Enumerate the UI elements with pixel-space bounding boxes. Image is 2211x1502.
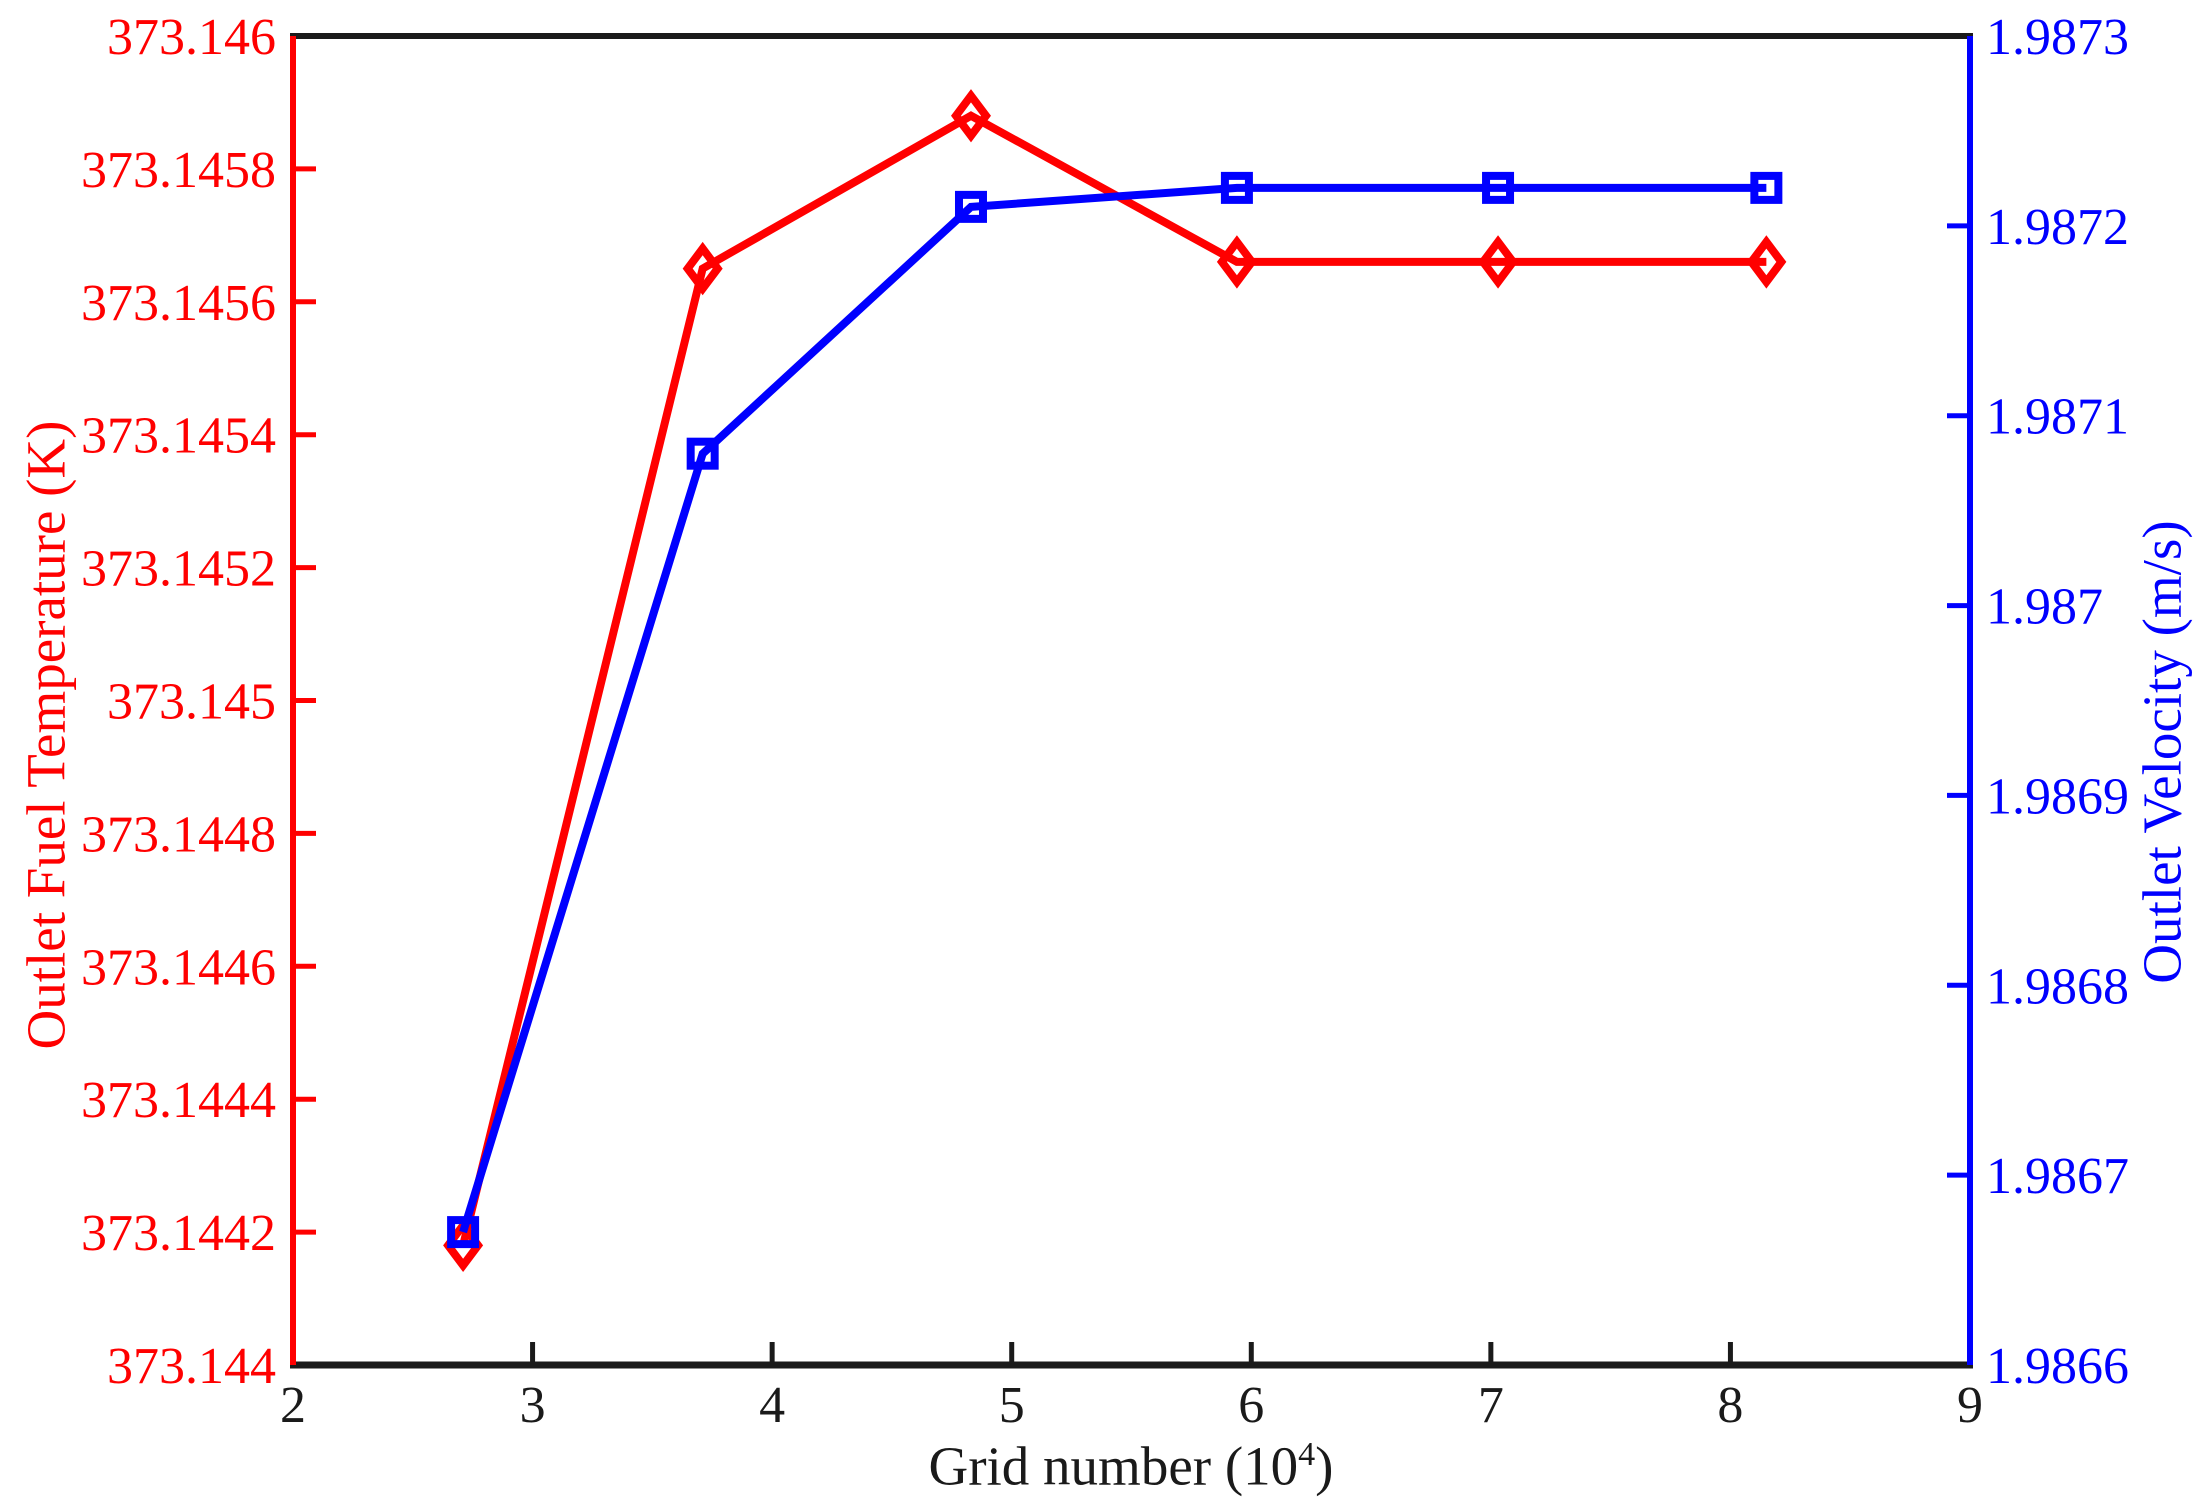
temperature-series-line bbox=[459, 111, 1767, 1247]
x-tick-label: 7 bbox=[1478, 1377, 1504, 1434]
square-marker bbox=[1482, 171, 1515, 204]
x-axis-title: Grid number (104) bbox=[928, 1435, 1333, 1498]
right-tick-label: 1.9872 bbox=[1986, 199, 2129, 256]
left-axis-title-text: Outlet Fuel Temperature (K) bbox=[15, 420, 77, 1050]
left-axis-title: Outlet Fuel Temperature (K) bbox=[15, 421, 78, 1050]
x-tick-label: 2 bbox=[280, 1377, 306, 1434]
x-tick-label: 3 bbox=[520, 1377, 546, 1434]
square-marker bbox=[686, 437, 719, 470]
x-tick-label: 4 bbox=[759, 1377, 785, 1434]
right-tick-label: 1.9871 bbox=[1986, 389, 2129, 446]
x-axis-title-suffix: ) bbox=[1315, 1435, 1334, 1497]
left-tick-label: 373.1444 bbox=[81, 1072, 276, 1129]
left-tick-label: 373.144 bbox=[107, 1338, 276, 1395]
x-tick-label: 9 bbox=[1957, 1377, 1983, 1434]
square-marker bbox=[1220, 171, 1253, 204]
diamond-marker bbox=[950, 89, 991, 143]
left-tick-label: 373.146 bbox=[107, 9, 276, 66]
right-tick-label: 1.9866 bbox=[1986, 1338, 2129, 1395]
left-tick-label: 373.145 bbox=[107, 674, 276, 731]
left-tick-label: 373.1458 bbox=[81, 142, 276, 199]
right-tick-label: 1.9868 bbox=[1986, 958, 2129, 1015]
diamond-marker bbox=[1746, 235, 1787, 289]
diamond-marker bbox=[682, 241, 723, 296]
x-axis-title-prefix: Grid number (10 bbox=[928, 1435, 1299, 1497]
right-axis-title: Outlet Velocity (m/s) bbox=[2131, 520, 2194, 983]
left-tick-label: 373.1442 bbox=[81, 1205, 276, 1262]
x-axis-title-sup: 4 bbox=[1298, 1436, 1316, 1474]
velocity-series-line bbox=[459, 183, 1767, 1234]
right-tick-label: 1.9867 bbox=[1986, 1148, 2129, 1205]
diamond-marker bbox=[1216, 235, 1257, 289]
square-marker bbox=[447, 1216, 480, 1249]
diamond-marker bbox=[1478, 235, 1519, 289]
left-tick-label: 373.1456 bbox=[81, 275, 276, 332]
right-tick-label: 1.9869 bbox=[1986, 768, 2129, 825]
left-tick-label: 373.1452 bbox=[81, 541, 276, 598]
right-axis-title-text: Outlet Velocity (m/s) bbox=[2131, 520, 2193, 984]
left-tick-label: 373.1454 bbox=[81, 408, 276, 465]
x-tick-label: 8 bbox=[1717, 1377, 1743, 1434]
x-tick-label: 6 bbox=[1238, 1377, 1264, 1434]
left-tick-label: 373.1448 bbox=[81, 806, 276, 863]
square-marker bbox=[1750, 171, 1783, 204]
x-tick-label: 5 bbox=[999, 1377, 1025, 1434]
right-tick-label: 1.9873 bbox=[1986, 9, 2129, 66]
left-tick-label: 373.1446 bbox=[81, 939, 276, 996]
right-tick-label: 1.987 bbox=[1986, 579, 2103, 636]
square-marker bbox=[954, 190, 987, 223]
